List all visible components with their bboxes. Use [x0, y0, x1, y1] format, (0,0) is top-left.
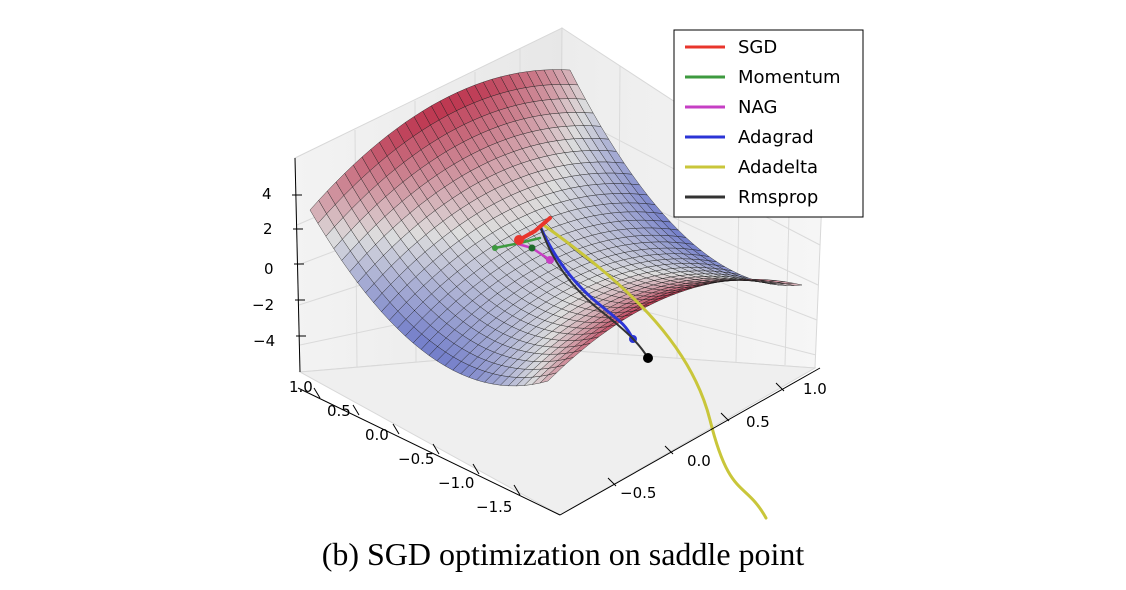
axis-lines — [292, 157, 821, 516]
marker-nag — [546, 256, 554, 264]
x-tick-label: 1.0 — [289, 378, 313, 396]
trajectory-sgd — [517, 216, 552, 242]
y-tick-label: 1.0 — [803, 380, 827, 398]
legend-box — [673, 29, 864, 218]
x-tick-label: 0.0 — [365, 426, 389, 444]
legend-label-nag: NAG — [738, 97, 777, 118]
legend-label-sgd: SGD — [738, 37, 777, 58]
z-tick-label: 0 — [264, 260, 274, 278]
marker-rmsprop — [643, 353, 653, 363]
legend-label-momentum: Momentum — [738, 67, 841, 88]
z-tick-label: −4 — [253, 332, 275, 350]
legend-label-rmsprop: Rmsprop — [738, 187, 818, 208]
marker-sgd — [514, 235, 524, 245]
optimizer-trajectories — [492, 216, 768, 520]
z-tick-label: 4 — [262, 185, 272, 203]
y-tick-labels: −0.5 0.0 0.5 1.0 — [620, 380, 827, 502]
saddle-surface-chart: 4 2 0 −2 −4 1.0 0.5 0.0 −0.5 −1.0 −1.5 −… — [252, 27, 864, 520]
x-tick-label: −0.5 — [398, 450, 434, 468]
x-tick-label: −1.0 — [438, 474, 474, 492]
surface-facet — [785, 282, 803, 286]
legend-label-adagrad: Adagrad — [738, 127, 814, 148]
marker-momentum — [492, 245, 498, 251]
x-tick-labels: 1.0 0.5 0.0 −0.5 −1.0 −1.5 — [289, 378, 512, 516]
x-tick-label: −1.5 — [476, 498, 512, 516]
trajectory-rmsprop — [540, 227, 649, 359]
z-tick-labels: 4 2 0 −2 −4 — [252, 185, 275, 350]
z-tick-label: 2 — [263, 220, 273, 238]
y-tick-label: 0.5 — [746, 413, 770, 431]
z-tick-label: −2 — [252, 296, 274, 314]
y-tick-label: 0.0 — [687, 452, 711, 470]
marker-momentum-end — [528, 244, 536, 252]
figure-caption: (b) SGD optimization on saddle point — [321, 536, 805, 572]
trajectory-adadelta — [543, 224, 768, 520]
trajectory-adagrad — [538, 224, 635, 341]
x-tick-label: 0.5 — [327, 402, 351, 420]
legend: SGD Momentum NAG Adagrad Adadelta Rmspro… — [673, 29, 864, 218]
y-tick-label: −0.5 — [620, 484, 656, 502]
saddle-surface — [309, 69, 803, 387]
legend-label-adadelta: Adadelta — [738, 157, 818, 178]
